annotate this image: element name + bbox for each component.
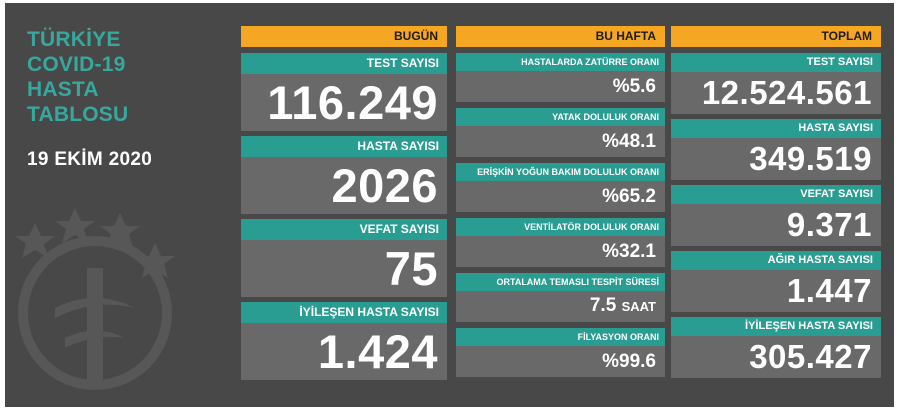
today-test-card: TEST SAYISI 116.249 (241, 53, 447, 131)
week-header: BU HAFTA (456, 26, 665, 47)
card-value: 349.519 (749, 140, 872, 177)
card-value: %65.2 (602, 185, 656, 209)
total-deaths-card: VEFAT SAYISI 9.371 (671, 185, 881, 246)
card-value: 75 (384, 242, 438, 295)
total-severe-card: AĞIR HASTA SAYISI 1.447 (671, 251, 881, 312)
side-title: TÜRKİYE COVID-19 HASTA TABLOSU (27, 27, 207, 127)
card-value-number: %32.1 (602, 241, 656, 262)
card-value: 305.427 (749, 338, 872, 375)
card-label: VEFAT SAYISI (671, 185, 881, 204)
today-cases-card: HASTA SAYISI 2026 (241, 136, 447, 214)
week-bed-occupancy-card: YATAK DOLULUK ORANI %48.1 (456, 108, 665, 157)
card-value: 1.447 (786, 272, 872, 309)
card-label: VENTİLATÖR DOLULUK ORANI (456, 218, 665, 236)
card-value-number: 7.5 (589, 295, 617, 316)
side-title-line: TABLOSU (27, 103, 129, 126)
card-label: VEFAT SAYISI (241, 219, 447, 240)
today-deaths-card: VEFAT SAYISI 75 (241, 219, 447, 297)
card-value: %5.6 (613, 75, 656, 99)
today-recovered-card: İYİLEŞEN HASTA SAYISI 1.424 (241, 302, 447, 380)
week-pneumonia-card: HASTALARDA ZATÜRRE ORANI %5.6 (456, 53, 665, 102)
card-value-unit: SAAT (621, 299, 656, 314)
side-title-line: HASTA (27, 78, 99, 101)
week-contact-detection-card: ORTALAMA TEMASLI TESPİT SÜRESİ 7.5 SAAT (456, 273, 665, 322)
card-label: HASTALARDA ZATÜRRE ORANI (456, 53, 665, 71)
card-value: 9.371 (786, 206, 872, 243)
card-value: %99.6 (602, 350, 656, 374)
card-value-number: %5.6 (612, 76, 656, 97)
card-value-number: %65.2 (602, 186, 656, 207)
today-header: BUGÜN (241, 26, 447, 47)
card-value: 7.5 SAAT (590, 294, 656, 319)
card-label: FİLYASYON ORANI (456, 328, 665, 346)
card-label: TEST SAYISI (241, 53, 447, 74)
total-header: TOPLAM (671, 26, 881, 47)
side-title-line: TÜRKİYE (27, 28, 121, 51)
card-label: İYİLEŞEN HASTA SAYISI (241, 302, 447, 323)
side-title-line: COVID-19 (27, 53, 126, 76)
card-label: ERİŞKİN YOĞUN BAKIM DOLULUK ORANI (456, 163, 665, 181)
report-date: 19 EKİM 2020 (27, 149, 153, 170)
ministry-of-health-emblem-icon (15, 208, 175, 390)
card-value: 1.424 (317, 325, 438, 378)
card-value: %32.1 (602, 240, 656, 264)
card-value-number: %99.6 (602, 351, 656, 372)
card-label: HASTA SAYISI (671, 119, 881, 138)
card-value: %48.1 (602, 130, 656, 154)
week-filiation-card: FİLYASYON ORANI %99.6 (456, 328, 665, 377)
total-test-card: TEST SAYISI 12.524.561 (671, 53, 881, 114)
card-label: YATAK DOLULUK ORANI (456, 108, 665, 126)
card-label: ORTALAMA TEMASLI TESPİT SÜRESİ (456, 273, 665, 291)
total-recovered-card: İYİLEŞEN HASTA SAYISI 305.427 (671, 317, 881, 378)
week-ventilator-card: VENTİLATÖR DOLULUK ORANI %32.1 (456, 218, 665, 267)
card-label: AĞIR HASTA SAYISI (671, 251, 881, 270)
card-value: 116.249 (267, 76, 438, 129)
card-value: 2026 (331, 159, 438, 212)
card-label: HASTA SAYISI (241, 136, 447, 157)
card-value: 12.524.561 (701, 74, 872, 111)
total-cases-card: HASTA SAYISI 349.519 (671, 119, 881, 180)
card-value-number: %48.1 (602, 131, 656, 152)
week-icu-occupancy-card: ERİŞKİN YOĞUN BAKIM DOLULUK ORANI %65.2 (456, 163, 665, 212)
card-label: TEST SAYISI (671, 53, 881, 72)
card-label: İYİLEŞEN HASTA SAYISI (671, 317, 881, 336)
covid-table-panel: TÜRKİYE COVID-19 HASTA TABLOSU 19 EKİM 2… (5, 3, 894, 407)
